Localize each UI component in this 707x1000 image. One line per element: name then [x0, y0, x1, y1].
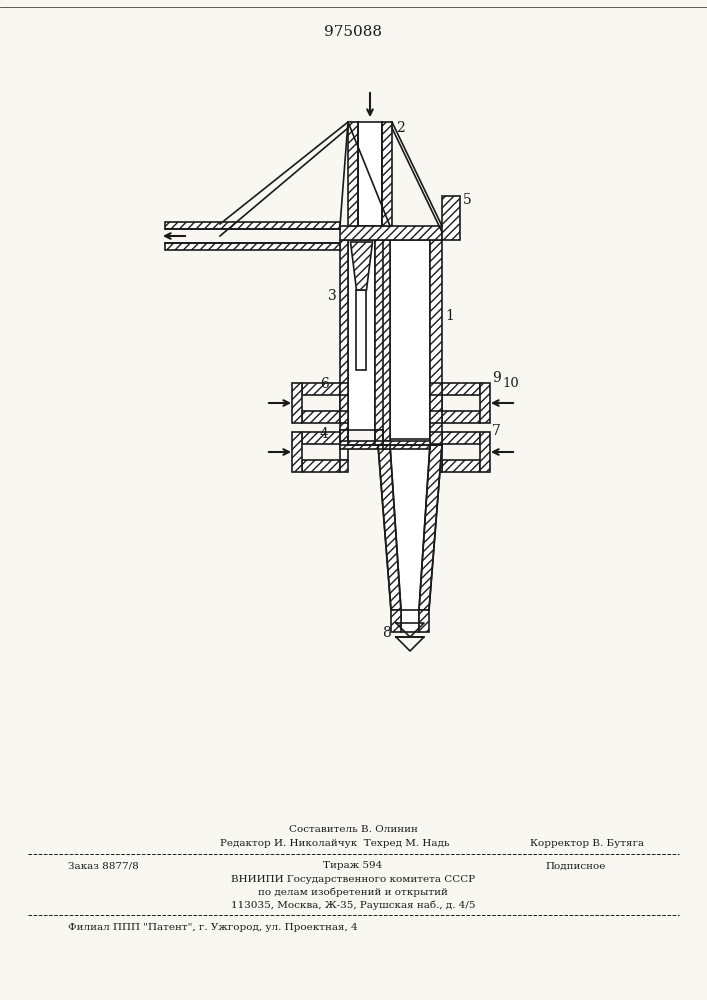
- Text: Составитель В. Олинин: Составитель В. Олинин: [288, 826, 417, 834]
- Bar: [480, 383, 490, 423]
- Bar: [401, 610, 419, 632]
- Bar: [292, 432, 302, 472]
- Bar: [302, 460, 340, 472]
- Bar: [165, 243, 340, 250]
- Bar: [340, 460, 348, 472]
- Text: Филиал ППП "Патент", г. Ужгород, ул. Проектная, 4: Филиал ППП "Патент", г. Ужгород, ул. Про…: [68, 922, 358, 932]
- Polygon shape: [390, 445, 430, 610]
- Bar: [383, 441, 430, 449]
- Text: 4: 4: [320, 427, 329, 441]
- Bar: [378, 240, 390, 445]
- Text: Тираж 594: Тираж 594: [323, 861, 382, 870]
- Bar: [391, 610, 401, 632]
- Bar: [375, 430, 383, 445]
- Text: Заказ 8877/8: Заказ 8877/8: [68, 861, 139, 870]
- Bar: [340, 383, 348, 395]
- Text: Подписное: Подписное: [545, 861, 605, 870]
- Bar: [340, 226, 442, 240]
- Text: 1: 1: [445, 309, 454, 323]
- Bar: [430, 240, 442, 445]
- Bar: [302, 432, 340, 444]
- Text: ВНИИПИ Государственного комитета СССР: ВНИИПИ Государственного комитета СССР: [231, 874, 475, 884]
- Polygon shape: [378, 445, 401, 610]
- Bar: [442, 411, 480, 423]
- Bar: [348, 240, 375, 430]
- Bar: [302, 411, 340, 423]
- Bar: [358, 122, 382, 226]
- Bar: [375, 226, 390, 240]
- Text: 113035, Москва, Ж-35, Раушская наб., д. 4/5: 113035, Москва, Ж-35, Раушская наб., д. …: [230, 900, 475, 910]
- Text: 3: 3: [328, 289, 337, 303]
- Bar: [442, 432, 480, 444]
- Polygon shape: [419, 445, 442, 610]
- Bar: [430, 411, 442, 423]
- Bar: [430, 395, 442, 411]
- Bar: [442, 460, 480, 472]
- Text: 8: 8: [382, 626, 391, 640]
- Bar: [430, 383, 442, 395]
- Bar: [390, 439, 430, 445]
- Bar: [375, 240, 383, 430]
- Bar: [340, 240, 348, 430]
- Bar: [340, 411, 348, 423]
- Text: Корректор В. Бутяга: Корректор В. Бутяга: [530, 840, 644, 848]
- Bar: [442, 196, 460, 240]
- Bar: [302, 383, 340, 395]
- Bar: [390, 240, 430, 445]
- Bar: [430, 432, 442, 444]
- Bar: [340, 430, 348, 445]
- Bar: [340, 441, 390, 449]
- Text: 7: 7: [492, 424, 501, 438]
- Text: по делам изобретений и открытий: по делам изобретений и открытий: [258, 887, 448, 897]
- Text: 9: 9: [492, 371, 501, 385]
- Bar: [165, 222, 340, 229]
- Text: 2: 2: [396, 121, 404, 135]
- Polygon shape: [351, 242, 373, 290]
- Bar: [292, 383, 302, 423]
- Text: 975088: 975088: [324, 25, 382, 39]
- Bar: [340, 444, 348, 460]
- Text: Редактор И. Николайчук  Техред М. Надь: Редактор И. Николайчук Техред М. Надь: [220, 840, 450, 848]
- Bar: [340, 432, 348, 444]
- Bar: [382, 122, 392, 226]
- Bar: [356, 290, 366, 370]
- Bar: [430, 444, 442, 460]
- Bar: [442, 383, 480, 395]
- Bar: [430, 460, 442, 472]
- Text: 6: 6: [320, 377, 329, 391]
- Bar: [419, 610, 429, 632]
- Bar: [340, 395, 348, 411]
- Text: 10: 10: [502, 377, 519, 390]
- Bar: [348, 122, 358, 226]
- Bar: [480, 432, 490, 472]
- Text: 5: 5: [463, 193, 472, 207]
